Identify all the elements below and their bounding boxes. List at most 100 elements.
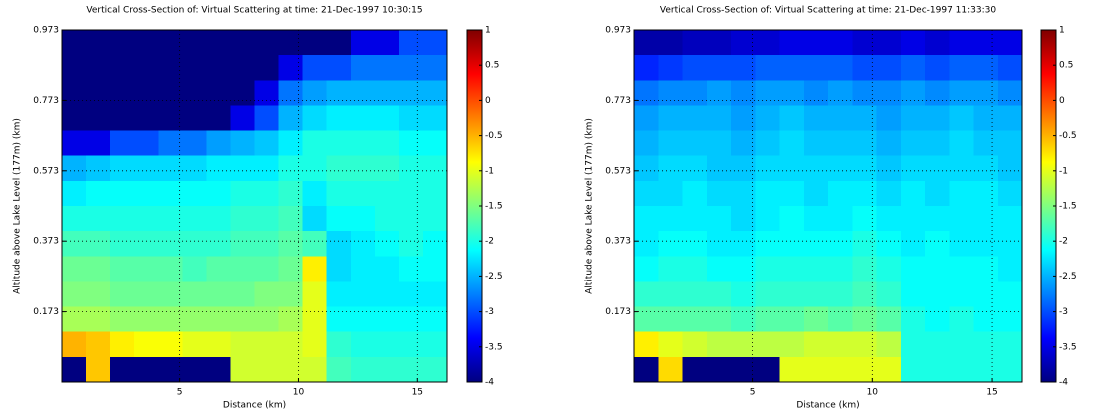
heatmap-cell	[634, 331, 659, 358]
heatmap-cell	[254, 206, 280, 232]
chart-title: Vertical Cross-Section of: Virtual Scatt…	[86, 6, 422, 16]
heatmap-cell	[278, 105, 304, 132]
heatmap-cell	[302, 30, 328, 56]
colorbar-tick-label: 0.5	[485, 61, 499, 71]
heatmap-cell	[658, 281, 684, 308]
heatmap-cell	[158, 105, 183, 132]
heatmap-cell	[134, 130, 159, 157]
heatmap-cell	[398, 80, 424, 107]
heatmap-cell	[422, 331, 448, 358]
heatmap-cell	[182, 105, 207, 132]
x-axis-label: Distance (km)	[796, 401, 859, 411]
y-axis-label: Altitude above Lake Level (177m) (km)	[585, 118, 595, 294]
heatmap-cell	[158, 155, 183, 182]
heatmap-cell	[326, 356, 352, 383]
heatmap-cell	[110, 356, 135, 383]
heatmap-cell	[900, 30, 926, 56]
heatmap-cell	[422, 30, 448, 56]
y-tick-label: 0.973	[605, 26, 631, 36]
heatmap-cell	[731, 206, 756, 232]
heatmap-cell	[828, 155, 853, 182]
heatmap-cell	[158, 256, 183, 283]
colorbar-tick-label: -1	[485, 166, 494, 176]
heatmap-cell	[206, 256, 232, 283]
heatmap-cell	[110, 30, 135, 56]
heatmap-cell	[949, 331, 975, 358]
heatmap-cell	[779, 180, 805, 207]
x-tick-label: 10	[293, 388, 305, 398]
heatmap-cell	[422, 130, 448, 157]
heatmap-cell	[634, 130, 659, 157]
heatmap-cell	[658, 206, 684, 232]
heatmap-cell	[706, 356, 732, 383]
heatmap-cell	[706, 30, 732, 56]
heatmap-cell	[828, 105, 853, 132]
heatmap-cell	[158, 306, 183, 333]
heatmap-cell	[158, 130, 183, 157]
heatmap-cell	[949, 130, 975, 157]
heatmap-cell	[326, 331, 352, 358]
heatmap-cell	[731, 180, 756, 207]
heatmap-cell	[755, 331, 781, 358]
heatmap-cell	[925, 356, 950, 383]
heatmap-cell	[876, 256, 902, 283]
heatmap-cell	[278, 331, 304, 358]
heatmap-cell	[254, 30, 280, 56]
heatmap-cell	[803, 80, 829, 107]
heatmap-cell	[302, 80, 328, 107]
heatmap-cell	[326, 80, 352, 107]
heatmap-cell	[182, 356, 207, 383]
heatmap-cell	[803, 206, 829, 232]
heatmap-cell	[779, 306, 805, 333]
heatmap-cell	[398, 180, 424, 207]
heatmap-cell	[876, 206, 902, 232]
heatmap-cell	[949, 231, 975, 257]
heatmap-cell	[134, 105, 159, 132]
heatmap-cell	[374, 331, 400, 358]
heatmap-cell	[658, 130, 684, 157]
heatmap-cell	[326, 281, 352, 308]
heatmap-cell	[278, 30, 304, 56]
heatmap-cell	[731, 105, 756, 132]
heatmap-cell	[828, 281, 853, 308]
heatmap-cell	[62, 180, 87, 207]
heatmap-cell	[925, 206, 950, 232]
heatmap-cell	[62, 130, 87, 157]
heatmap-cell	[230, 206, 256, 232]
heatmap-cell	[997, 231, 1023, 257]
heatmap-cell	[949, 180, 975, 207]
heatmap-cell	[997, 130, 1023, 157]
heatmap-cell	[62, 331, 87, 358]
heatmap-cell	[374, 130, 400, 157]
heatmap-cell	[302, 206, 328, 232]
heatmap-cell	[374, 256, 400, 283]
heatmap-cell	[182, 231, 207, 257]
x-tick-label: 5	[177, 388, 183, 398]
heatmap-cell	[925, 55, 950, 81]
heatmap-cell	[658, 256, 684, 283]
heatmap-cell	[852, 80, 878, 107]
heatmap-cell	[925, 105, 950, 132]
heatmap-cell	[634, 306, 659, 333]
heatmap-cell	[254, 306, 280, 333]
colorbar-tick-label: -2	[485, 237, 494, 247]
heatmap-cell	[182, 180, 207, 207]
heatmap-cell	[134, 180, 159, 207]
heatmap-cell	[949, 281, 975, 308]
heatmap-cell	[973, 80, 999, 107]
heatmap-cell	[876, 356, 902, 383]
heatmap-cell	[876, 30, 902, 56]
heatmap-cell	[230, 80, 256, 107]
colorbar-tick-label: -2.5	[1059, 272, 1077, 282]
y-tick-label: 0.773	[605, 96, 631, 106]
heatmap-cell	[398, 130, 424, 157]
heatmap-cell	[278, 180, 304, 207]
heatmap-cell	[755, 55, 781, 81]
colorbar-tick-label: 1	[1059, 26, 1065, 36]
heatmap-cell	[422, 231, 448, 257]
heatmap-cell	[779, 256, 805, 283]
heatmap-cell	[949, 80, 975, 107]
heatmap-cell	[876, 306, 902, 333]
heatmap-cell	[302, 281, 328, 308]
